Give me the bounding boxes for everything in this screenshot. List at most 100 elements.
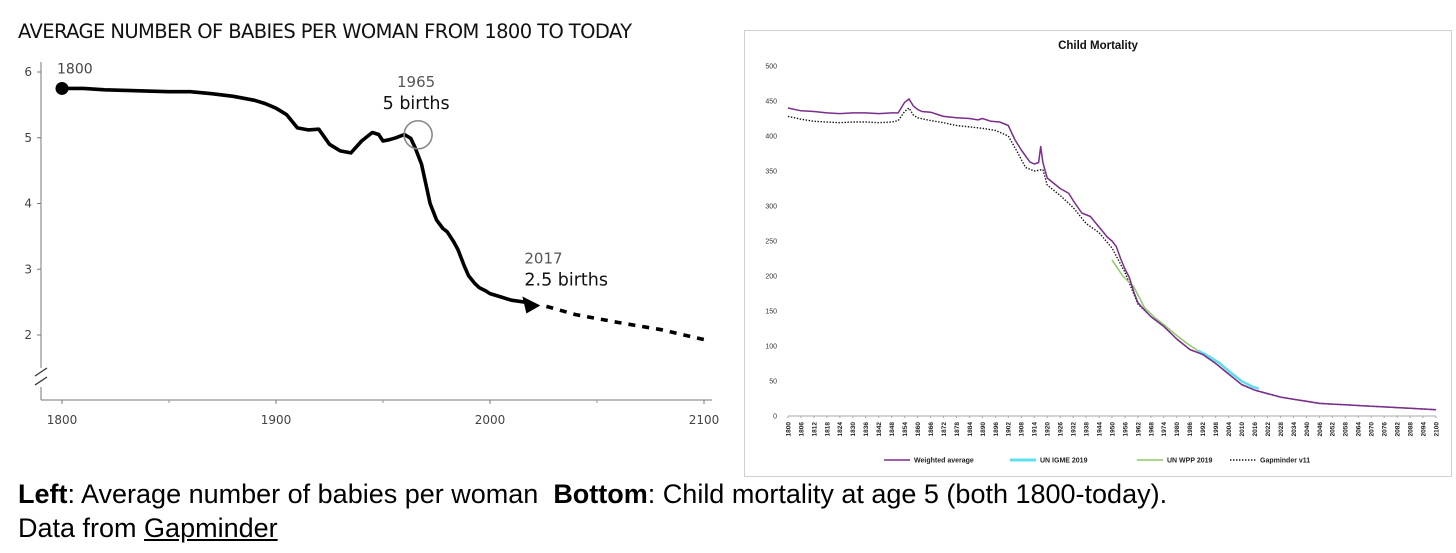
axis-break-icon <box>34 367 48 386</box>
figure-caption: Left: Average number of babies per woman… <box>18 477 1167 545</box>
x-tick-label: 1842 <box>876 422 883 437</box>
start-year-label: 1800 <box>57 61 93 77</box>
mortality-chart: Child Mortality 0 50 100 150 200 250 300 350 400 4… <box>765 40 1440 465</box>
x-tick-label: 2000 <box>475 413 506 427</box>
current-year-label: 2017 <box>524 249 562 267</box>
mortality-axes: Child Mortality 0 50 100 150 200 250 300 350 400 4… <box>765 40 1440 436</box>
y-tick-label: 50 <box>769 379 777 386</box>
x-tick-label: 2034 <box>1291 422 1298 437</box>
peak-circle <box>403 119 433 150</box>
x-tick-label: 2058 <box>1343 422 1350 437</box>
fertility-axes: 2 3 4 5 6 1800 1900 2000 2100 <box>24 62 719 427</box>
mortality-legend: Weighted average UN IGME 2019 UN WPP 2019 G… <box>884 458 1310 465</box>
x-tick-label: 1962 <box>1135 422 1142 437</box>
x-tick-label: 2100 <box>689 413 720 427</box>
x-tick-label: 1968 <box>1148 422 1155 437</box>
x-tick-label: 2016 <box>1252 422 1259 437</box>
x-tick-label: 1932 <box>1071 422 1078 437</box>
x-tick-label: 2070 <box>1369 422 1376 437</box>
x-tick-label: 1944 <box>1096 422 1103 437</box>
x-tick-label: 1830 <box>850 422 857 437</box>
peak-year-label: 1965 <box>397 73 435 91</box>
x-tick-label: 1854 <box>902 422 909 437</box>
x-tick-label: 1812 <box>811 422 818 437</box>
x-tick-label: 2022 <box>1265 422 1272 437</box>
fertility-lines <box>60 86 705 342</box>
x-tick-label: 1926 <box>1058 422 1065 437</box>
x-tick-label: 1992 <box>1200 422 1207 437</box>
y-tick-label: 300 <box>765 204 777 211</box>
x-tick-label: 1866 <box>928 422 935 437</box>
x-tick-label: 1800 <box>47 413 78 427</box>
x-tick-label: 1986 <box>1187 422 1194 437</box>
x-tick-label: 1860 <box>915 422 922 437</box>
x-tick-label: 1974 <box>1161 422 1168 437</box>
projection-line <box>545 304 705 342</box>
y-tick-label: 3 <box>24 262 32 276</box>
y-tick-label: 200 <box>765 274 777 281</box>
caption-bottom-text: : Child mortality at age 5 (both 1800-to… <box>647 479 1168 509</box>
mortality-chart-title: Child Mortality <box>1058 40 1138 52</box>
x-tick-label: 1872 <box>941 422 948 437</box>
peak-births-label: 5 births <box>383 94 450 114</box>
x-tick-label: 2064 <box>1356 422 1363 437</box>
y-tick-label: 6 <box>24 65 32 79</box>
x-tick-label: 1998 <box>1213 422 1220 437</box>
x-tick-label: 1980 <box>1174 422 1181 437</box>
y-tick-label: 250 <box>765 239 777 246</box>
start-dot <box>55 81 69 95</box>
x-tick-label: 1902 <box>1006 422 1013 437</box>
gapminder-link[interactable]: Gapminder <box>144 513 278 543</box>
y-tick-label: 5 <box>24 131 32 145</box>
x-tick-label: 2088 <box>1408 422 1415 437</box>
x-tick-label: 2082 <box>1395 422 1402 437</box>
legend-label: UN WPP 2019 <box>1167 458 1212 465</box>
x-tick-label: 1900 <box>261 413 292 427</box>
series-line-gapminder-v11 <box>787 107 1437 411</box>
series-line-weighted-average <box>787 98 1437 411</box>
y-tick-label: 100 <box>765 344 777 351</box>
y-tick-label: 2 <box>24 328 32 342</box>
x-tick-label: 2010 <box>1239 422 1246 437</box>
x-tick-label: 1848 <box>889 422 896 437</box>
caption-left-text: : Average number of babies per woman <box>67 479 539 509</box>
x-tick-label: 1914 <box>1032 422 1039 437</box>
series-line-un-igme-2019 <box>1197 349 1260 390</box>
x-tick-label: 2076 <box>1382 422 1389 437</box>
x-tick-label: 1908 <box>1019 422 1026 437</box>
y-tick-label: 150 <box>765 309 777 316</box>
x-tick-label: 1824 <box>837 422 844 437</box>
current-arrow-icon <box>522 296 541 314</box>
x-tick-label: 1800 <box>785 422 792 437</box>
y-tick-label: 350 <box>765 169 777 176</box>
legend-label: Weighted average <box>914 458 974 465</box>
caption-line-1: Left: Average number of babies per woman… <box>18 477 1167 511</box>
x-tick-label: 2004 <box>1226 422 1233 437</box>
x-tick-label: 2094 <box>1420 422 1427 437</box>
x-tick-label: 1950 <box>1109 422 1116 437</box>
legend-label: Gapminder v11 <box>1260 458 1310 465</box>
y-tick-label: 0 <box>773 414 777 421</box>
x-tick-label: 1938 <box>1084 422 1091 437</box>
fertility-annotations: 1800 1965 5 births 2017 2.5 births <box>55 61 608 314</box>
x-tick-label: 1806 <box>798 422 805 437</box>
caption-left-label: Left <box>18 479 68 509</box>
y-tick-label: 400 <box>765 134 777 141</box>
caption-data-from: Data from <box>18 513 145 543</box>
caption-bottom-label: Bottom <box>553 479 648 509</box>
legend-label: UN IGME 2019 <box>1040 458 1088 465</box>
mortality-chart-frame <box>744 30 1452 477</box>
current-births-label: 2.5 births <box>524 270 608 290</box>
x-tick-label: 2046 <box>1317 422 1324 437</box>
x-tick-label: 1896 <box>993 422 1000 437</box>
x-tick-label: 1956 <box>1122 422 1129 437</box>
x-tick-label: 1818 <box>824 422 831 437</box>
fertility-chart-title: AVERAGE NUMBER OF BABIES PER WOMAN FROM … <box>18 20 632 43</box>
x-tick-label: 1890 <box>980 422 987 437</box>
x-tick-label: 2100 <box>1433 422 1440 437</box>
y-tick-label: 450 <box>765 99 777 106</box>
mortality-lines <box>787 98 1437 411</box>
x-tick-label: 2040 <box>1304 422 1311 437</box>
x-tick-label: 1884 <box>967 422 974 437</box>
y-tick-label: 500 <box>765 64 777 71</box>
